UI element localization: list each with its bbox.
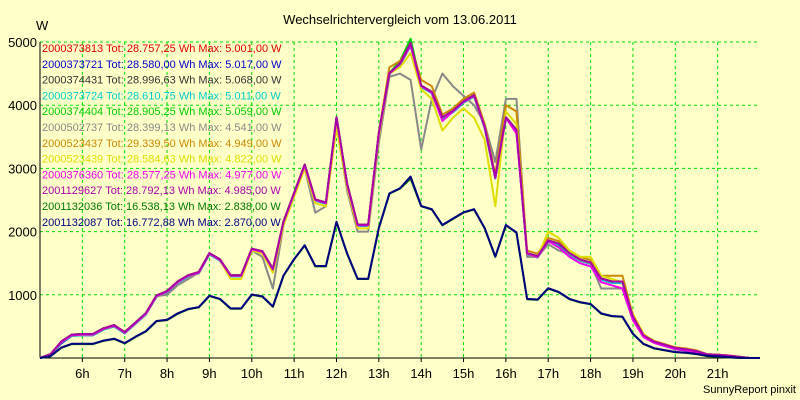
- x-tick-label: 6h: [75, 366, 89, 381]
- legend-entry: 2000502737 Tot: 28.399,13 Wh Max: 4.541,…: [42, 122, 282, 134]
- x-tick-label: 11h: [284, 366, 305, 381]
- legend-entry: 2000374404 Tot: 28.905,25 Wh Max: 5.059,…: [42, 106, 282, 118]
- x-tick-label: 8h: [160, 366, 174, 381]
- legend-entry: 2000523437 Tot: 29.339,50 Wh Max: 4.949,…: [42, 138, 282, 150]
- y-axis-unit-label: W: [36, 18, 49, 33]
- legend-entry: 2001129627 Tot: 28.792,13 Wh Max: 4.985,…: [42, 185, 281, 197]
- legend-entry: 2001132087 Tot: 16.772,88 Wh Max: 2.870,…: [42, 217, 281, 229]
- x-tick-label: 10h: [241, 366, 263, 381]
- x-tick-label: 14h: [410, 366, 432, 381]
- legend: 2000373813 Tot: 28.757,25 Wh Max: 5.001,…: [42, 43, 282, 229]
- x-tick-label: 9h: [202, 366, 216, 381]
- legend-entry: 2001132036 Tot: 16.538,13 Wh Max: 2.838,…: [42, 201, 281, 213]
- series-lines: [39, 37, 760, 359]
- legend-entry: 2000523439 Tot: 28.584,63 Wh Max: 4.822,…: [42, 154, 282, 166]
- x-tick-labels: 6h 7h 8h 9h 10h 11h 12h 13h 14h 15h 16h 17h 18h 19h 20…: [75, 366, 728, 381]
- footer-credit: SunnyReport pinxit: [703, 384, 796, 396]
- x-tick-label: 7h: [117, 366, 131, 381]
- legend-entry: 2000373813 Tot: 28.757,25 Wh Max: 5.001,…: [42, 43, 282, 55]
- legend-entry: 2000373721 Tot: 28.580,00 Wh Max: 5.017,…: [42, 59, 282, 71]
- y-tick-label: 3000: [8, 161, 37, 176]
- series-line-2001132087: [39, 175, 760, 359]
- chart-title: Wechselrichtervergleich vom 13.06.2011: [283, 12, 517, 27]
- y-tick-label: 4000: [8, 98, 37, 113]
- series-line-2001129627: [39, 41, 760, 359]
- legend-entry: 2000376360 Tot: 28.577,25 Wh Max: 4.977,…: [42, 169, 282, 181]
- y-tick-label: 1000: [8, 288, 37, 303]
- x-tick-label: 13h: [368, 366, 390, 381]
- y-tick-label: 5000: [8, 35, 37, 50]
- y-tick-labels: 1000 2000 3000 4000 5000: [8, 35, 37, 303]
- legend-entry: 2000373724 Tot: 28.610,75 Wh Max: 5.011,…: [42, 90, 281, 102]
- x-tick-label: 18h: [580, 366, 602, 381]
- legend-entry: 2000374431 Tot: 28.996,63 Wh Max: 5.068,…: [42, 75, 282, 87]
- axes: [39, 42, 760, 362]
- x-tick-label: 17h: [537, 366, 559, 381]
- y-tick-label: 2000: [8, 225, 37, 240]
- x-tick-label: 16h: [495, 366, 517, 381]
- x-tick-label: 15h: [453, 366, 475, 381]
- x-tick-label: 19h: [622, 366, 644, 381]
- grid-lines: [40, 41, 760, 358]
- x-tick-label: 21h: [707, 366, 729, 381]
- x-tick-label: 12h: [326, 366, 348, 381]
- x-tick-label: 20h: [664, 366, 686, 381]
